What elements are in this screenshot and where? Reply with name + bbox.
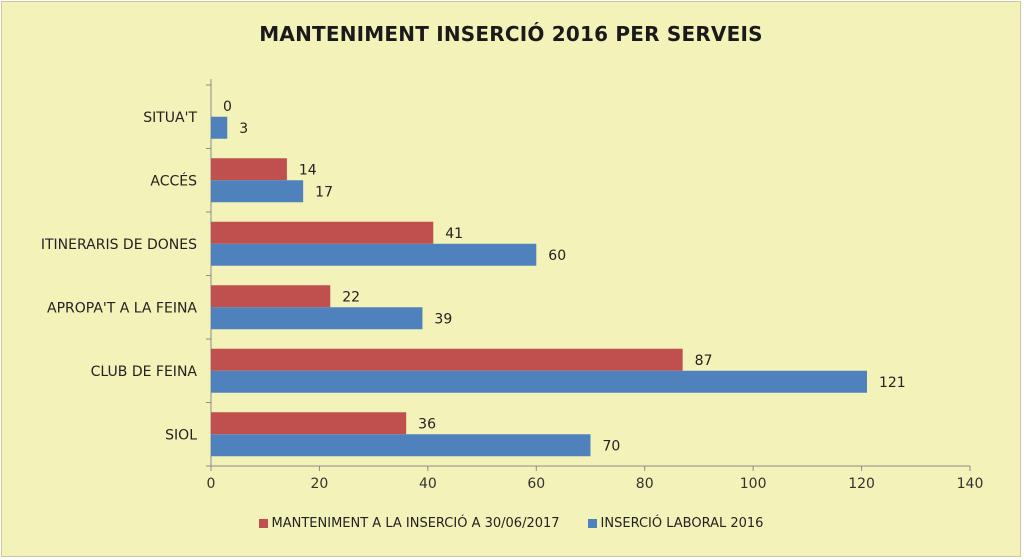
category-label: SIOL: [165, 427, 197, 443]
data-label: 36: [418, 416, 436, 432]
bar-insercio: [211, 307, 423, 330]
data-label: 87: [695, 353, 713, 369]
data-label: 3: [239, 121, 248, 137]
data-label: 14: [299, 162, 317, 178]
bar-mantenimient: [211, 348, 683, 371]
bar-insercio: [211, 180, 304, 203]
x-tick-label: 100: [740, 476, 767, 492]
data-label: 41: [445, 226, 463, 242]
legend-swatch-red: [258, 519, 268, 528]
data-label: 17: [315, 184, 333, 200]
legend-label-insercio: INSERCIÓ LABORAL 2016: [600, 516, 764, 531]
data-label: 121: [879, 375, 906, 391]
legend-item-mantenimient: MANTENIMENT A LA INSERCIÓ A 30/06/2017: [258, 516, 560, 531]
x-tick-label: 60: [527, 476, 545, 492]
x-tick-label: 140: [957, 476, 984, 492]
data-label: 39: [434, 311, 452, 327]
bar-mantenimient: [211, 285, 331, 308]
data-label: 0: [223, 99, 232, 115]
x-tick-label: 20: [311, 476, 329, 492]
x-tick-label: 0: [207, 476, 216, 492]
bar-insercio: [211, 243, 537, 266]
bar-insercio: [211, 116, 228, 139]
x-tick-label: 120: [848, 476, 875, 492]
bar-mantenimient: [211, 221, 434, 244]
data-label: 70: [603, 438, 621, 454]
x-tick-label: 40: [419, 476, 437, 492]
bar-insercio: [211, 370, 867, 393]
category-label: APROPA'T A LA FEINA: [47, 300, 197, 316]
category-label: SITUA'T: [143, 110, 197, 126]
data-label: 60: [548, 248, 566, 264]
legend-swatch-blue: [587, 519, 597, 528]
category-label: CLUB DE FEINA: [91, 364, 198, 380]
bar-mantenimient: [211, 158, 287, 181]
bar-mantenimient: [211, 412, 407, 435]
legend-item-insercio: INSERCIÓ LABORAL 2016: [587, 516, 764, 531]
legend: MANTENIMENT A LA INSERCIÓ A 30/06/2017 I…: [2, 516, 1020, 531]
data-label: 22: [342, 289, 360, 305]
bar-insercio: [211, 434, 591, 457]
category-label: ACCÉS: [150, 172, 197, 189]
chart-title: MANTENIMENT INSERCIÓ 2016 PER SERVEIS: [259, 22, 763, 46]
category-label: ITINERARIS DE DONES: [41, 237, 197, 253]
legend-label-mantenimient: MANTENIMENT A LA INSERCIÓ A 30/06/2017: [271, 516, 560, 531]
x-tick-label: 80: [636, 476, 654, 492]
